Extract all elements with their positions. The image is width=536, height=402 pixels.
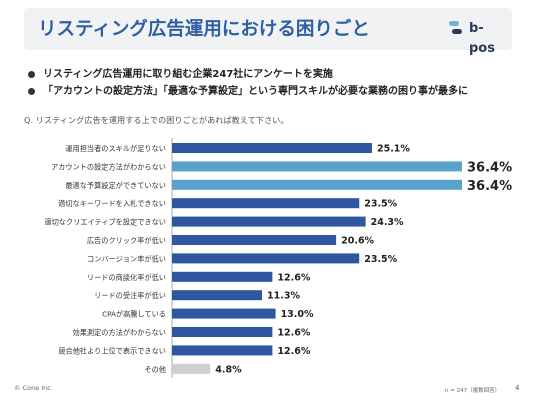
bullet-item: 「アカウントの設定方法」「最適な予算設定」という専門スキルが必要な業務の困り事が…: [28, 83, 508, 100]
category-label: 最適な予算設定ができていない: [65, 181, 166, 190]
bar: [172, 161, 462, 172]
header-bar: [24, 8, 512, 50]
bullet-dot-icon: [28, 71, 35, 78]
category-label: コンバージョン率が低い: [87, 254, 166, 263]
bar: [172, 198, 360, 209]
bar: [172, 179, 462, 190]
bar: [172, 235, 337, 245]
bullet-list: リスティング広告運用に取り組む企業247社にアンケートを実施 「アカウントの設定…: [28, 66, 508, 100]
value-label: 13.0%: [281, 309, 314, 320]
value-label: 23.5%: [364, 254, 397, 265]
value-label: 4.8%: [215, 364, 242, 375]
category-label: その他: [144, 365, 166, 374]
bar: [172, 216, 366, 227]
value-label: 12.6%: [277, 328, 310, 339]
page-number: 4: [515, 384, 520, 392]
value-label: 23.5%: [364, 199, 397, 210]
category-label: 適切なキーワードを入札できない: [58, 199, 166, 208]
logo: b-pos: [449, 17, 509, 56]
value-label: 24.3%: [371, 217, 404, 228]
footer-sample-note: n = 247（複数回答）: [445, 388, 501, 394]
bar: [172, 143, 372, 153]
value-label: 20.6%: [341, 236, 374, 247]
bar: [172, 327, 273, 337]
category-label: リードの商談化率が低い: [87, 273, 166, 282]
bar: [172, 271, 273, 282]
value-label: 25.1%: [377, 144, 410, 155]
bar: [172, 253, 360, 264]
value-label: 36.4%: [467, 179, 512, 194]
category-label: 広告のクリック率が低い: [87, 236, 166, 245]
logo-icon: [449, 21, 462, 34]
category-label: CPAが高騰している: [102, 310, 166, 319]
category-label: アカウントの設定方法がわからない: [51, 162, 166, 171]
bullet-text: 「アカウントの設定方法」「最適な予算設定」という専門スキルが必要な業務の困り事が…: [43, 86, 468, 97]
logo-text: b-pos: [469, 21, 495, 56]
category-label: 適切なクリエイティブを設定できない: [44, 218, 166, 227]
category-label: 運用担当者のスキルが足りない: [65, 144, 166, 153]
footer-copyright: © Cone Inc.: [14, 384, 53, 392]
bullet-text: リスティング広告運用に取り組む企業247社にアンケートを実施: [43, 69, 333, 80]
value-label: 11.3%: [267, 291, 300, 302]
bar: [172, 308, 276, 319]
slide-title: リスティング広告運用における困りごと: [38, 19, 370, 40]
category-label: リードの受注率が低い: [94, 291, 166, 300]
value-label: 36.4%: [467, 160, 512, 175]
bullet-dot-icon: [28, 88, 35, 95]
bar: [172, 290, 263, 301]
bullet-item: リスティング広告運用に取り組む企業247社にアンケートを実施: [28, 66, 508, 83]
survey-question: Q. リスティング広告を運用する上での困りごとがあれば教えて下さい。: [24, 115, 289, 125]
bar: [172, 345, 273, 356]
value-label: 12.6%: [277, 272, 310, 283]
bar: [172, 363, 211, 374]
value-label: 12.6%: [277, 346, 310, 357]
category-label: 効果測定の方法がわからない: [73, 328, 166, 337]
category-label: 競合他社より上位で表示できない: [58, 346, 166, 355]
